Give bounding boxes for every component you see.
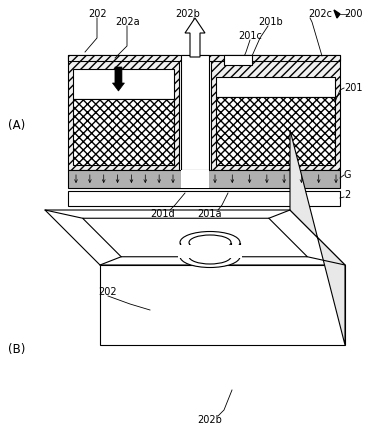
Bar (68, 55, 340, 61)
Bar (178, 245, 242, 257)
Text: 201: 201 (344, 83, 363, 93)
Text: 201b: 201b (258, 17, 283, 27)
FancyArrow shape (185, 18, 205, 57)
Text: 202: 202 (88, 9, 107, 19)
Bar (216, 97, 335, 165)
Bar (216, 77, 335, 97)
Text: 201c: 201c (238, 31, 262, 41)
Bar (73, 69, 174, 99)
Text: 202c: 202c (308, 9, 332, 19)
Text: (A): (A) (8, 118, 25, 132)
Polygon shape (334, 10, 340, 18)
Bar (68, 170, 340, 188)
Ellipse shape (180, 245, 240, 268)
Text: (B): (B) (8, 343, 25, 357)
Polygon shape (45, 210, 345, 265)
Text: 202: 202 (98, 287, 117, 297)
FancyArrow shape (112, 67, 124, 91)
Polygon shape (83, 218, 307, 257)
Ellipse shape (189, 235, 231, 250)
Bar (181, 170, 209, 188)
Text: 202b: 202b (198, 415, 222, 425)
Bar (68, 55, 179, 170)
Text: G: G (344, 170, 352, 180)
Polygon shape (290, 130, 345, 345)
Text: 201a: 201a (198, 209, 222, 219)
Text: 200: 200 (344, 9, 363, 19)
Text: 201d: 201d (151, 209, 175, 219)
Bar (188, 248, 232, 257)
Ellipse shape (189, 249, 231, 264)
Text: 202b: 202b (175, 9, 200, 19)
Text: 202a: 202a (115, 17, 139, 27)
Bar (181, 55, 209, 170)
Bar (224, 55, 252, 65)
Polygon shape (100, 265, 345, 345)
Bar (211, 55, 340, 170)
Bar (73, 99, 174, 165)
Text: 2: 2 (344, 190, 350, 200)
Ellipse shape (180, 232, 240, 253)
Bar (68, 191, 340, 206)
